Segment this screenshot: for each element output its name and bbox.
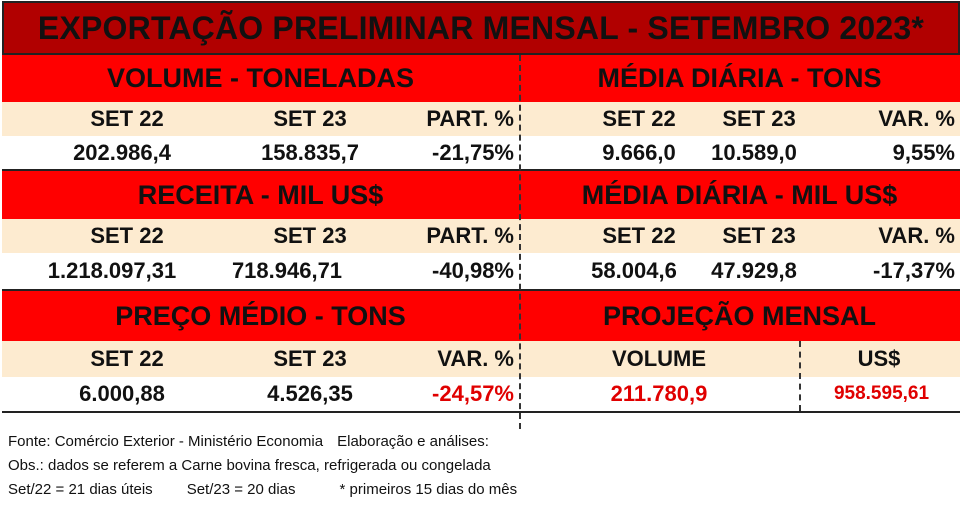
report-grid: VOLUME - TONELADAS SET 22 SET 23 PART. %… xyxy=(2,55,960,429)
preco-col-set23: SET 23 xyxy=(273,346,347,371)
media-receita-heading: MÉDIA DIÁRIA - MIL US$ xyxy=(519,171,960,219)
projecao-header-row: VOLUME US$ xyxy=(519,341,960,377)
media-receita-col-var: VAR. % xyxy=(878,223,955,248)
footer-source: Fonte: Comércio Exterior - Ministério Ec… xyxy=(8,433,324,450)
projecao-value-volume: 211.780,9 xyxy=(610,381,708,406)
volume-col-set23: SET 23 xyxy=(273,106,347,131)
preco-value-set23: 4.526,35 xyxy=(267,381,353,406)
receita-col-set23: SET 23 xyxy=(273,223,347,248)
media-volume-col-var: VAR. % xyxy=(878,106,955,131)
media-volume-value-set23: 10.589,0 xyxy=(711,139,797,165)
volume-col-part: PART. % xyxy=(426,106,514,131)
media-receita-values-row: 58.004,6 47.929,8 -17,37% xyxy=(519,253,960,289)
volume-col-set22: SET 22 xyxy=(90,106,164,131)
media-receita-value-set23: 47.929,8 xyxy=(711,258,797,283)
media-volume-col-set22: SET 22 xyxy=(602,106,676,131)
volume-values-row: 202.986,4 158.835,7 -21,75% xyxy=(2,136,519,169)
projecao-heading: PROJEÇÃO MENSAL xyxy=(519,291,960,341)
footer-line-days: Set/22 = 21 dias úteis Set/23 = 20 dias * … xyxy=(8,478,958,502)
receita-values-row: 1.218.097,31 718.946,71 -40,98% xyxy=(2,253,519,289)
media-receita-value-set22: 58.004,6 xyxy=(591,258,677,283)
receita-value-part: -40,98% xyxy=(432,258,514,283)
media-volume-col-set23: SET 23 xyxy=(722,106,796,131)
left-column: VOLUME - TONELADAS SET 22 SET 23 PART. %… xyxy=(2,55,519,429)
receita-value-set23: 718.946,71 xyxy=(231,258,343,283)
projecao-col-usd: US$ xyxy=(857,346,901,371)
preco-col-var: VAR. % xyxy=(437,346,514,371)
footer-days-note: * primeiros 15 dias do mês xyxy=(339,481,518,498)
preco-value-set22: 6.000,88 xyxy=(79,381,165,406)
receita-header-row: SET 22 SET 23 PART. % xyxy=(2,219,519,253)
receita-value-set22: 1.218.097,31 xyxy=(47,258,177,283)
projecao-divider xyxy=(799,341,801,411)
preco-value-var: -24,57% xyxy=(432,381,514,406)
footer-days-set23: Set/23 = 20 dias xyxy=(186,481,296,498)
media-volume-values-row: 9.666,0 10.589,0 9,55% xyxy=(519,136,960,169)
media-volume-heading: MÉDIA DIÁRIA - TONS xyxy=(519,55,960,102)
section-separator xyxy=(2,289,960,291)
preco-values-row: 6.000,88 4.526,35 -24,57% xyxy=(2,377,519,411)
media-receita-col-set22: SET 22 xyxy=(602,223,676,248)
report: EXPORTAÇÃO PRELIMINAR MENSAL - SETEMBRO … xyxy=(2,1,960,498)
report-title: EXPORTAÇÃO PRELIMINAR MENSAL - SETEMBRO … xyxy=(2,1,960,55)
preco-heading: PREÇO MÉDIO - TONS xyxy=(2,291,519,341)
footer-line-source: Fonte: Comércio Exterior - Ministério Ec… xyxy=(8,430,958,454)
media-receita-header-row: SET 22 SET 23 VAR. % xyxy=(519,219,960,253)
media-volume-value-set22: 9.666,0 xyxy=(602,139,676,165)
media-receita-col-set23: SET 23 xyxy=(722,223,796,248)
volume-heading: VOLUME - TONELADAS xyxy=(2,55,519,102)
media-volume-header-row: SET 22 SET 23 VAR. % xyxy=(519,102,960,136)
projecao-col-volume: VOLUME xyxy=(611,346,707,371)
media-volume-value-var: 9,55% xyxy=(892,139,955,165)
volume-value-set22: 202.986,4 xyxy=(73,139,171,165)
media-receita-value-var: -17,37% xyxy=(873,258,955,283)
preco-col-set22: SET 22 xyxy=(90,346,164,371)
footer-line-obs: Obs.: dados se referem a Carne bovina fr… xyxy=(8,457,491,474)
volume-value-set23: 158.835,7 xyxy=(261,139,359,165)
column-divider xyxy=(519,55,521,429)
footer-elaboration: Elaboração e análises: xyxy=(337,433,489,450)
footer-notes: Fonte: Comércio Exterior - Ministério Ec… xyxy=(8,430,958,502)
volume-header-row: SET 22 SET 23 PART. % xyxy=(2,102,519,136)
receita-col-set22: SET 22 xyxy=(90,223,164,248)
receita-col-part: PART. % xyxy=(426,223,514,248)
section-separator xyxy=(2,169,960,171)
projecao-value-usd: 958.595,61 xyxy=(833,383,930,404)
receita-heading: RECEITA - MIL US$ xyxy=(2,171,519,219)
right-column: MÉDIA DIÁRIA - TONS SET 22 SET 23 VAR. %… xyxy=(519,55,960,429)
preco-header-row: SET 22 SET 23 VAR. % xyxy=(2,341,519,377)
section-separator xyxy=(2,411,960,413)
projecao-values-row: 211.780,9 958.595,61 xyxy=(519,377,960,411)
volume-value-part: -21,75% xyxy=(432,139,514,165)
footer-days-set22: Set/22 = 21 dias úteis xyxy=(8,481,153,498)
